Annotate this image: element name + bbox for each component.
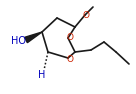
- Text: O: O: [83, 11, 89, 20]
- Text: O: O: [67, 33, 73, 42]
- Text: H: H: [38, 70, 46, 80]
- Polygon shape: [25, 32, 42, 43]
- Text: HO: HO: [10, 36, 26, 46]
- Text: O: O: [67, 55, 73, 64]
